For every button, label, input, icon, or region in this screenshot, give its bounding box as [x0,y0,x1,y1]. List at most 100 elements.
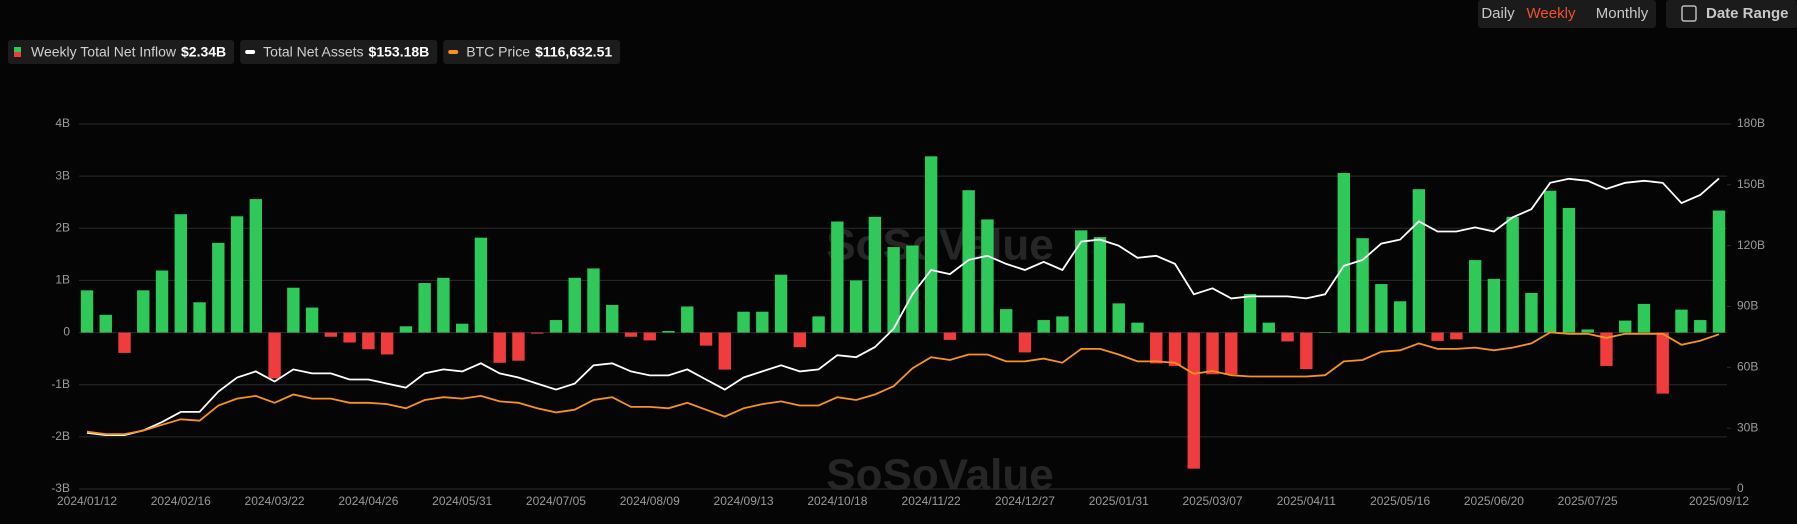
bar [1431,332,1444,341]
x-tick-label: 2024/01/12 [57,494,117,508]
bar [1056,316,1069,333]
y-tick-label: 1B [55,273,70,287]
y-tick-label: -1B [51,377,70,391]
calendar-icon [1681,5,1697,22]
bar [118,332,131,353]
legend-item[interactable] [443,40,621,64]
bar [924,156,938,333]
bar [1637,303,1651,333]
y2-tick-label: 150B [1737,177,1765,191]
line [86,177,1720,436]
bar [80,290,94,333]
y2-tick-label: 180B [1737,116,1765,130]
bar [437,277,450,333]
bar [962,190,975,333]
x-tick-label: 2025/09/12 [1689,494,1749,508]
bar [1262,322,1275,333]
bar [756,311,769,333]
legend-label[interactable]: Total Net Assets [263,44,363,60]
y2-tick-label: 0 [1737,481,1744,495]
bar [1506,216,1519,333]
legend-label[interactable]: BTC Price [466,44,530,60]
bar [230,216,244,333]
bar [1131,322,1144,333]
y-tick-label: 2B [55,220,70,234]
date-range-label[interactable]: Date Range [1706,5,1789,22]
bar [999,309,1013,333]
bar [624,332,638,337]
bar [1112,303,1125,333]
legend-value[interactable]: $2.34B [181,44,226,60]
bar [193,302,206,333]
period-button[interactable]: Monthly [1596,5,1649,22]
x-tick-label: 2025/07/25 [1558,494,1618,508]
bar [1337,173,1351,333]
bar [1318,332,1332,333]
bar [1619,320,1632,333]
watermark: SoSoValue [826,221,1053,270]
bar [399,326,413,333]
bar [155,270,169,333]
bar [1018,332,1032,353]
bar [662,331,675,333]
y-tick-label: 4B [55,116,70,130]
bar [324,332,338,337]
bar [1525,292,1538,333]
y-tick-label: -3B [51,481,70,495]
x-tick-label: 2024/10/18 [807,494,867,508]
period-button[interactable]: Weekly [1527,5,1576,22]
x-tick-label: 2024/05/31 [432,494,492,508]
bar [1206,332,1219,375]
bar [1375,284,1388,333]
bar [212,242,225,333]
y2-tick-label: 120B [1737,238,1765,252]
x-tick-label: 2024/09/13 [714,494,774,508]
bar [1281,332,1294,342]
bar [737,311,750,333]
legend-item[interactable] [240,40,438,64]
legend-swatch [448,50,459,54]
line [86,331,1720,435]
legend-swatch [245,50,256,54]
bar [1037,320,1050,333]
bar [1468,260,1482,333]
bar [1600,332,1613,366]
bar [455,323,469,333]
y-tick-label: -2B [51,429,70,443]
legend-label[interactable]: Weekly Total Net Inflow [31,44,177,60]
bar [981,219,994,333]
x-tick-label: 2025/06/20 [1464,494,1524,508]
legend-item[interactable] [8,40,235,64]
bar [587,268,600,333]
date-range-button[interactable] [1666,0,1797,28]
legend-value[interactable]: $153.18B [369,44,430,60]
bar [943,332,957,340]
bar [1093,237,1107,333]
bar [493,332,506,363]
bar [1393,301,1407,333]
bar [474,237,488,333]
bar [643,332,656,341]
y2-tick-label: 90B [1737,299,1758,313]
bar [868,216,882,333]
bar [887,247,900,333]
bar [249,199,263,333]
bar [137,290,150,333]
bar [1412,189,1426,333]
x-tick-label: 2024/02/16 [151,494,211,508]
bar [1225,332,1238,375]
period-button[interactable]: Daily [1481,5,1515,22]
bar [1675,309,1688,333]
bar [531,332,544,334]
bar [1656,332,1669,394]
bar [849,280,863,333]
bar [268,332,281,379]
x-tick-label: 2025/03/07 [1182,494,1242,508]
bar [174,214,187,333]
bar [512,332,525,361]
watermark: SoSoValue [826,451,1053,500]
x-tick-label: 2025/05/16 [1370,494,1430,508]
legend-value[interactable]: $116,632.51 [535,44,612,60]
bar [1243,293,1257,333]
